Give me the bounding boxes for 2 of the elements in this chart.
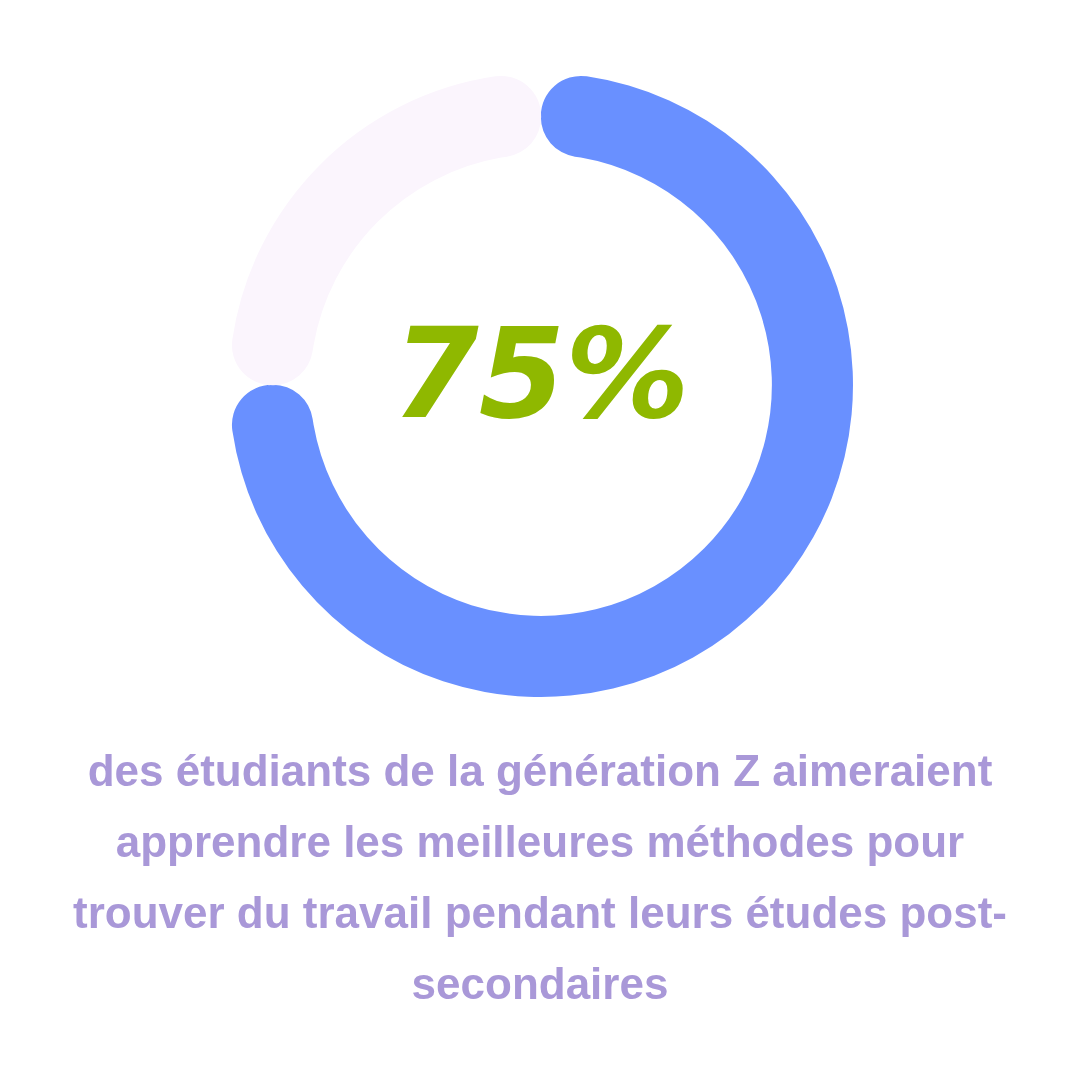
data-label: 75% — [392, 302, 690, 447]
text: des étudiants de la génération Z aimeraient apprendre les meilleures méthodes pour trouver du travail pendant leurs études post-secondaires — [72, 745, 1008, 1010]
